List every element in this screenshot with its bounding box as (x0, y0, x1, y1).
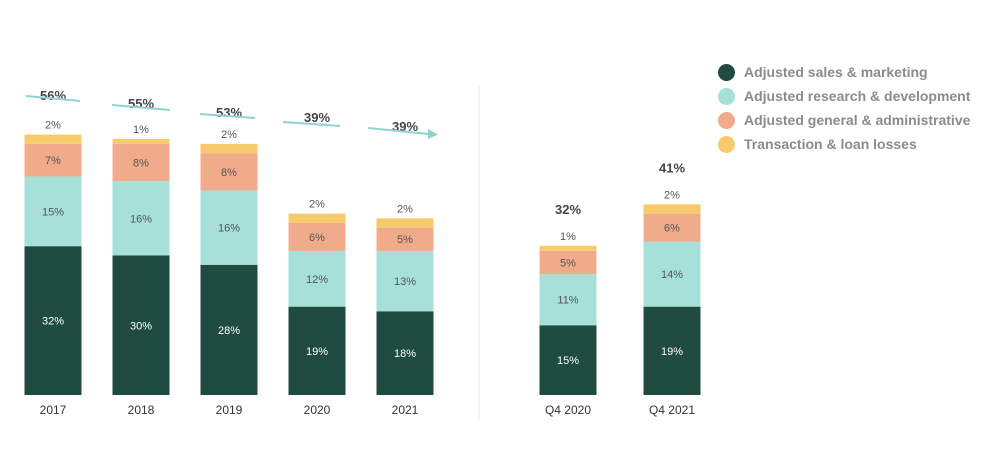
legend-swatch (718, 63, 735, 81)
bar-segment (643, 213, 701, 242)
data-label: 6% (664, 223, 680, 235)
trend-line-segment (199, 113, 256, 119)
category-label: 2018 (128, 403, 155, 417)
bar-segment (112, 143, 170, 182)
legend-item: Adjusted research & development (718, 84, 970, 108)
bar-segment (200, 143, 258, 154)
data-label: 16% (130, 213, 152, 225)
legend-item: Transaction & loan losses (718, 132, 970, 156)
data-label: 2% (397, 203, 413, 215)
data-label: 15% (42, 206, 64, 218)
bar-segment (200, 153, 258, 191)
data-label: 32% (42, 316, 64, 328)
data-label: 14% (661, 269, 683, 281)
bar-segment (643, 306, 701, 395)
legend-label: Transaction & loan losses (744, 136, 917, 152)
data-label: 5% (397, 234, 413, 246)
bar-segment (112, 255, 170, 395)
legend-swatch (718, 87, 735, 105)
bar-segment (643, 241, 701, 307)
data-label: 16% (218, 223, 240, 235)
bar-segment (24, 134, 82, 144)
bar-segment (539, 274, 597, 326)
category-label: Q4 2020 (545, 403, 591, 417)
data-label: 2% (221, 129, 237, 141)
legend-swatch (718, 111, 735, 129)
data-label: 12% (306, 274, 328, 286)
data-label: 5% (560, 257, 576, 269)
category-label: Q4 2021 (649, 403, 695, 417)
bar-segment (539, 250, 597, 275)
chart-legend: Adjusted sales & marketing Adjusted resea… (718, 60, 970, 156)
bar-segment (539, 325, 597, 395)
total-label: 56% (40, 88, 66, 103)
data-label: 7% (45, 155, 61, 167)
category-label: 2021 (392, 403, 419, 417)
legend-item: Adjusted general & administrative (718, 108, 970, 132)
bar-segment (288, 306, 346, 395)
legend-item: Adjusted sales & marketing (718, 60, 970, 84)
data-label: 1% (560, 231, 576, 243)
data-label: 1% (133, 124, 149, 136)
legend-label: Adjusted sales & marketing (744, 64, 928, 80)
bar-segment (376, 311, 434, 395)
data-label: 8% (133, 158, 149, 170)
bar-segment (288, 222, 346, 251)
trend-line-segment (111, 104, 171, 111)
bar-segment (643, 204, 701, 214)
bar-segment (376, 250, 434, 312)
bar-segment (200, 190, 258, 265)
bar-segment (539, 245, 597, 251)
data-label: 6% (309, 232, 325, 244)
trend-line-segment (25, 95, 81, 102)
data-label: 2% (45, 120, 61, 132)
bar-segment (200, 264, 258, 395)
bar-segment (112, 181, 170, 256)
category-label: 2020 (304, 403, 331, 417)
category-label: 2017 (40, 403, 67, 417)
data-label: 19% (306, 346, 328, 358)
bar-segment (288, 213, 346, 223)
trend-line-segment (367, 127, 429, 135)
total-label: 39% (304, 110, 330, 125)
data-label: 30% (130, 320, 152, 332)
legend-label: Adjusted research & development (744, 88, 971, 104)
trend-arrowhead (428, 129, 438, 139)
data-label: 11% (557, 295, 578, 307)
total-label: 32% (555, 202, 581, 217)
total-label: 41% (659, 160, 685, 175)
data-label: 28% (218, 325, 240, 337)
category-label: 2019 (216, 403, 243, 417)
bar-segment (112, 138, 170, 144)
data-label: 18% (394, 348, 416, 360)
data-label: 8% (221, 167, 237, 179)
bar-segment (24, 176, 82, 247)
data-label: 19% (661, 346, 683, 358)
bar-segment (376, 227, 434, 251)
bar-segment (24, 246, 82, 395)
bar-segment (24, 143, 82, 177)
legend-swatch (718, 135, 735, 153)
data-label: 15% (557, 355, 579, 367)
bar-segment (376, 218, 434, 228)
data-label: 2% (309, 199, 325, 211)
bar-segment (288, 250, 346, 307)
data-label: 2% (664, 189, 680, 201)
legend-label: Adjusted general & administrative (744, 112, 971, 128)
data-label: 13% (394, 276, 416, 288)
trend-line-segment (282, 121, 341, 127)
